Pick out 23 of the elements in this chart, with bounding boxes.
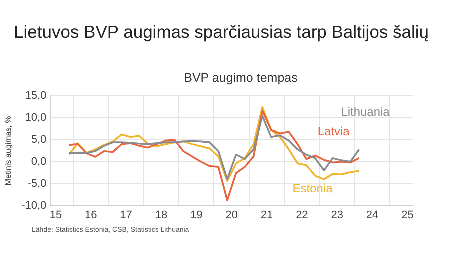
text: Lithuania <box>341 105 390 119</box>
y-tick-label: 0,0 <box>31 156 47 168</box>
chart-subtitle: BVP augimo tempas <box>183 71 299 85</box>
x-tick-label: 18 <box>155 209 168 222</box>
x-tick-label: 16 <box>85 209 98 222</box>
y-axis-title: Metinis augimas, % <box>4 116 14 186</box>
y-tick-label: 10,0 <box>25 112 47 124</box>
x-tick-label: 17 <box>120 209 132 222</box>
x-tick-label: 20 <box>226 209 238 222</box>
chart-title: Lietuvos BVP augimas sparčiausias tarp Baltijos šalių <box>14 22 430 43</box>
x-tick-label: 24 <box>366 209 379 222</box>
y-tick-label: 5,0 <box>31 134 47 146</box>
x-tick-label: 25 <box>402 209 414 222</box>
x-tick-label: 21 <box>260 209 274 222</box>
x-tick-label: 15 <box>50 209 62 222</box>
x-tick-label: 23 <box>331 209 344 222</box>
series-label: Estonia <box>292 181 334 196</box>
y-tick-label: 15,0 <box>25 90 47 102</box>
x-tick-label: 22 <box>296 209 308 222</box>
y-tick-label: -5,0 <box>28 178 47 190</box>
x-tick-label: 19 <box>190 209 203 222</box>
y-tick-label: -10,0 <box>22 200 47 212</box>
series-label: Latvia <box>318 124 350 138</box>
